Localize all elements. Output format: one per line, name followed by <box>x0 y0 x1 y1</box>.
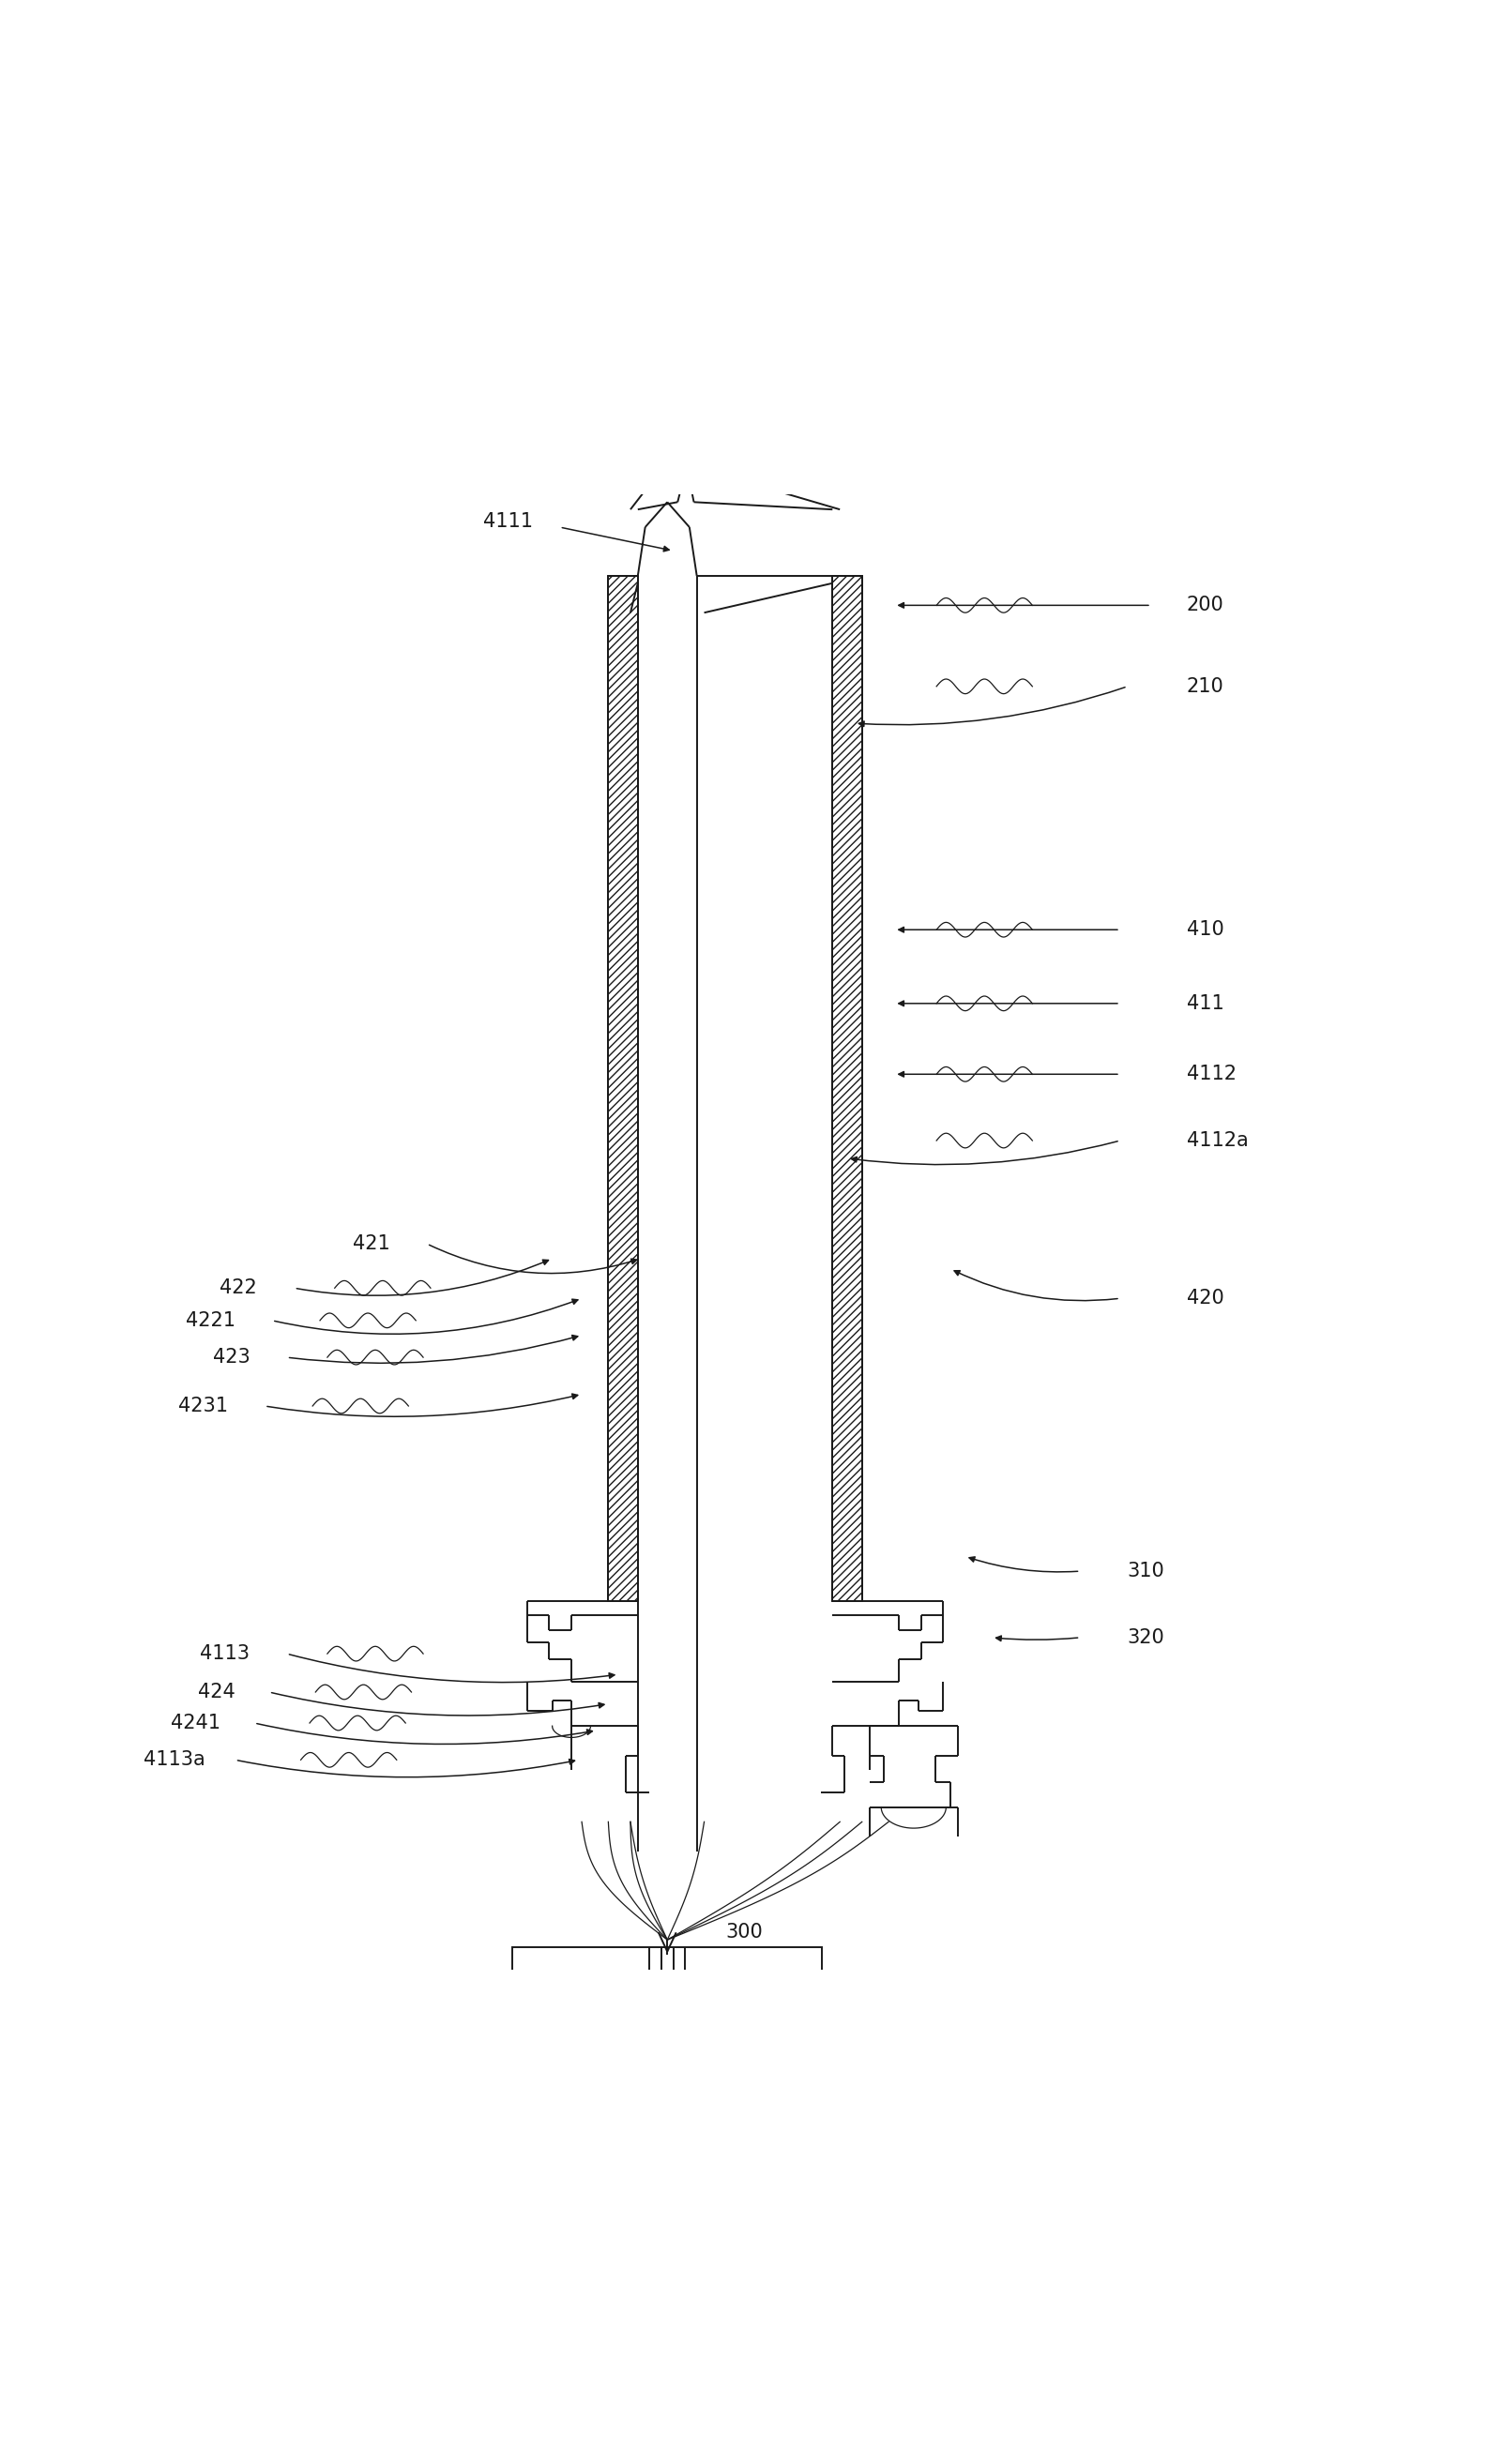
Text: 422: 422 <box>220 1279 257 1299</box>
Text: 420: 420 <box>1186 1289 1223 1308</box>
Text: 421: 421 <box>353 1234 390 1254</box>
Text: 300: 300 <box>725 1922 763 1942</box>
Text: 4113a: 4113a <box>144 1749 205 1769</box>
Text: 210: 210 <box>1186 678 1223 695</box>
Text: 411: 411 <box>1186 993 1223 1013</box>
Text: 4113: 4113 <box>201 1643 250 1663</box>
Bar <box>832 577 862 1602</box>
Text: 310: 310 <box>1128 1562 1165 1579</box>
Text: 4112a: 4112a <box>1186 1131 1248 1151</box>
Bar <box>609 577 638 1602</box>
Text: 423: 423 <box>213 1348 250 1368</box>
Text: 200: 200 <box>1186 596 1223 614</box>
Text: 4231: 4231 <box>179 1397 228 1414</box>
Text: 4221: 4221 <box>186 1311 235 1331</box>
Text: 424: 424 <box>198 1683 235 1703</box>
Text: 4241: 4241 <box>171 1712 220 1732</box>
Text: 320: 320 <box>1128 1629 1165 1646</box>
Text: 4111: 4111 <box>484 513 533 530</box>
Text: 4112: 4112 <box>1186 1064 1237 1084</box>
Bar <box>512 1947 823 1988</box>
Text: 410: 410 <box>1186 922 1223 939</box>
